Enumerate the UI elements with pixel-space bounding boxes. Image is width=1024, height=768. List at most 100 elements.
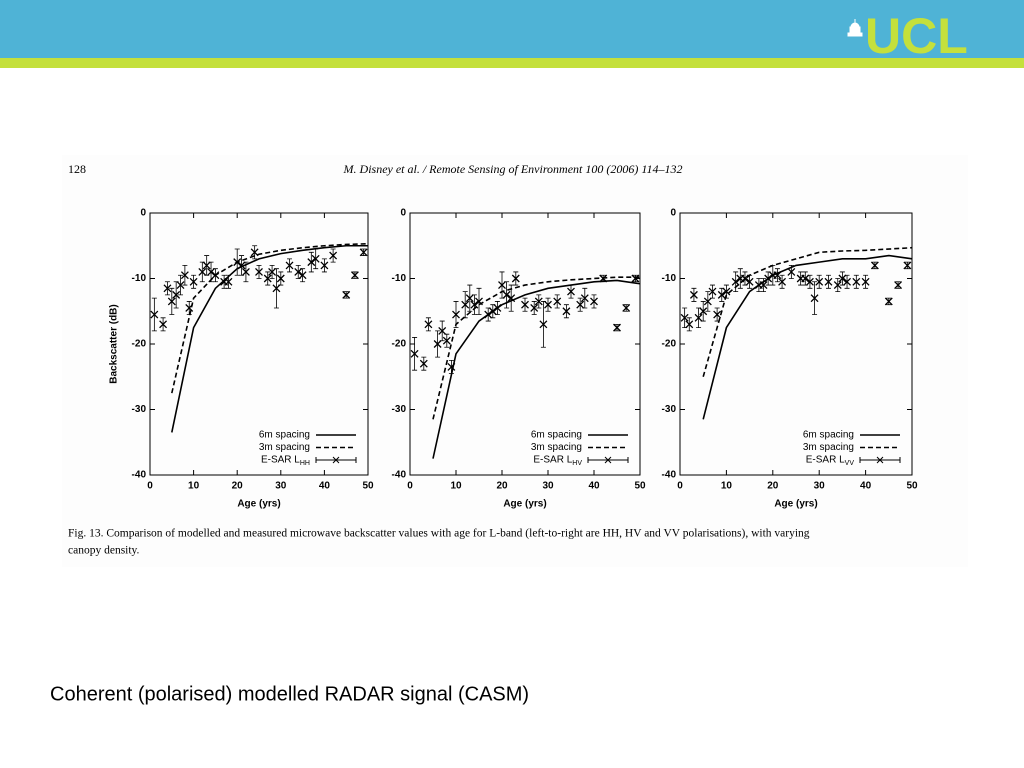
y-tick-label: -40 <box>392 470 407 481</box>
data-point <box>759 281 768 290</box>
data-point <box>731 277 740 286</box>
data-point <box>773 271 782 280</box>
data-point <box>838 274 847 283</box>
data-point <box>452 310 460 319</box>
data-point <box>613 323 621 332</box>
data-point <box>567 287 575 296</box>
x-tick-label: 40 <box>319 481 331 492</box>
data-point <box>294 267 303 276</box>
y-tick-label: -10 <box>662 273 677 284</box>
data-point <box>189 277 198 286</box>
data-point <box>498 281 506 290</box>
data-point <box>801 274 810 283</box>
data-point <box>530 304 539 312</box>
data-point <box>272 284 281 293</box>
data-point <box>298 271 307 280</box>
data-point <box>419 359 428 368</box>
data-point <box>502 290 511 299</box>
page-number: 128 <box>68 162 86 176</box>
data-point <box>694 313 703 322</box>
data-point <box>722 287 731 296</box>
caption: canopy density. <box>68 545 140 557</box>
x-tick-label: 50 <box>634 481 646 492</box>
y-tick-label: -30 <box>132 404 147 415</box>
data-point <box>580 294 589 303</box>
data-point <box>511 274 520 283</box>
data-point <box>167 297 176 306</box>
data-point <box>778 277 787 286</box>
data-point <box>329 251 338 260</box>
data-point <box>342 290 351 299</box>
data-point <box>470 300 479 309</box>
x-tick-label: 30 <box>542 481 554 492</box>
data-point <box>311 254 320 263</box>
data-point <box>263 274 272 283</box>
data-point <box>180 271 189 280</box>
x-tick-label: 20 <box>496 481 508 492</box>
legend-subscript: HV <box>572 460 582 467</box>
x-tick-label: 0 <box>147 481 153 492</box>
legend-label: 6m spacing <box>531 430 582 441</box>
data-point <box>493 304 502 312</box>
data-point <box>590 297 598 306</box>
data-point <box>465 294 474 303</box>
data-point <box>159 320 168 329</box>
data-point <box>488 307 497 316</box>
data-point <box>224 277 233 286</box>
x-tick-label: 10 <box>721 481 733 492</box>
data-point <box>211 271 220 280</box>
model-line <box>702 254 913 420</box>
y-tick-label: -30 <box>662 404 677 415</box>
data-point <box>424 320 433 329</box>
data-point <box>410 349 419 358</box>
data-point <box>764 274 773 283</box>
y-tick-label: -40 <box>132 470 147 481</box>
y-tick-label: -20 <box>392 339 407 350</box>
x-tick-label: 50 <box>362 481 374 492</box>
model-line <box>432 276 640 420</box>
data-point <box>442 336 451 345</box>
y-tick-label: 0 <box>140 208 146 219</box>
data-point <box>599 274 608 283</box>
model-line <box>702 246 913 377</box>
data-point <box>250 248 259 257</box>
data-point <box>320 261 329 270</box>
legend-label: 6m spacing <box>259 430 310 441</box>
legend-label: 6m spacing <box>803 430 854 441</box>
data-point <box>276 274 285 283</box>
data-point <box>539 320 548 329</box>
data-point <box>521 300 529 309</box>
logo: UCL <box>865 8 968 64</box>
data-point <box>185 304 194 312</box>
data-point <box>741 274 749 283</box>
legend-symbol <box>587 456 629 464</box>
x-axis-label: Age (yrs) <box>237 499 280 510</box>
y-tick-label: -30 <box>392 404 407 415</box>
data-point <box>699 307 708 316</box>
x-tick-label: 40 <box>860 481 872 492</box>
data-point <box>870 261 879 270</box>
data-point <box>810 294 819 303</box>
data-point <box>562 307 571 316</box>
data-point <box>507 294 516 303</box>
x-tick-label: 0 <box>677 481 683 492</box>
data-point <box>685 320 694 329</box>
data-point <box>852 277 861 286</box>
data-point <box>787 267 796 276</box>
data-point <box>824 277 833 286</box>
data-point <box>350 271 359 280</box>
slide-text: Coherent (polarised) modelled RADAR sign… <box>50 683 529 705</box>
data-point <box>884 297 893 306</box>
data-point <box>805 277 814 286</box>
x-tick-label: 30 <box>275 481 287 492</box>
data-point <box>233 258 242 267</box>
y-tick-label: -10 <box>392 273 407 284</box>
data-point <box>207 267 215 276</box>
data-point <box>484 310 493 319</box>
data-point <box>202 261 211 270</box>
data-point <box>255 267 263 276</box>
legend-label: 3m spacing <box>259 442 310 453</box>
data-point <box>631 274 640 283</box>
